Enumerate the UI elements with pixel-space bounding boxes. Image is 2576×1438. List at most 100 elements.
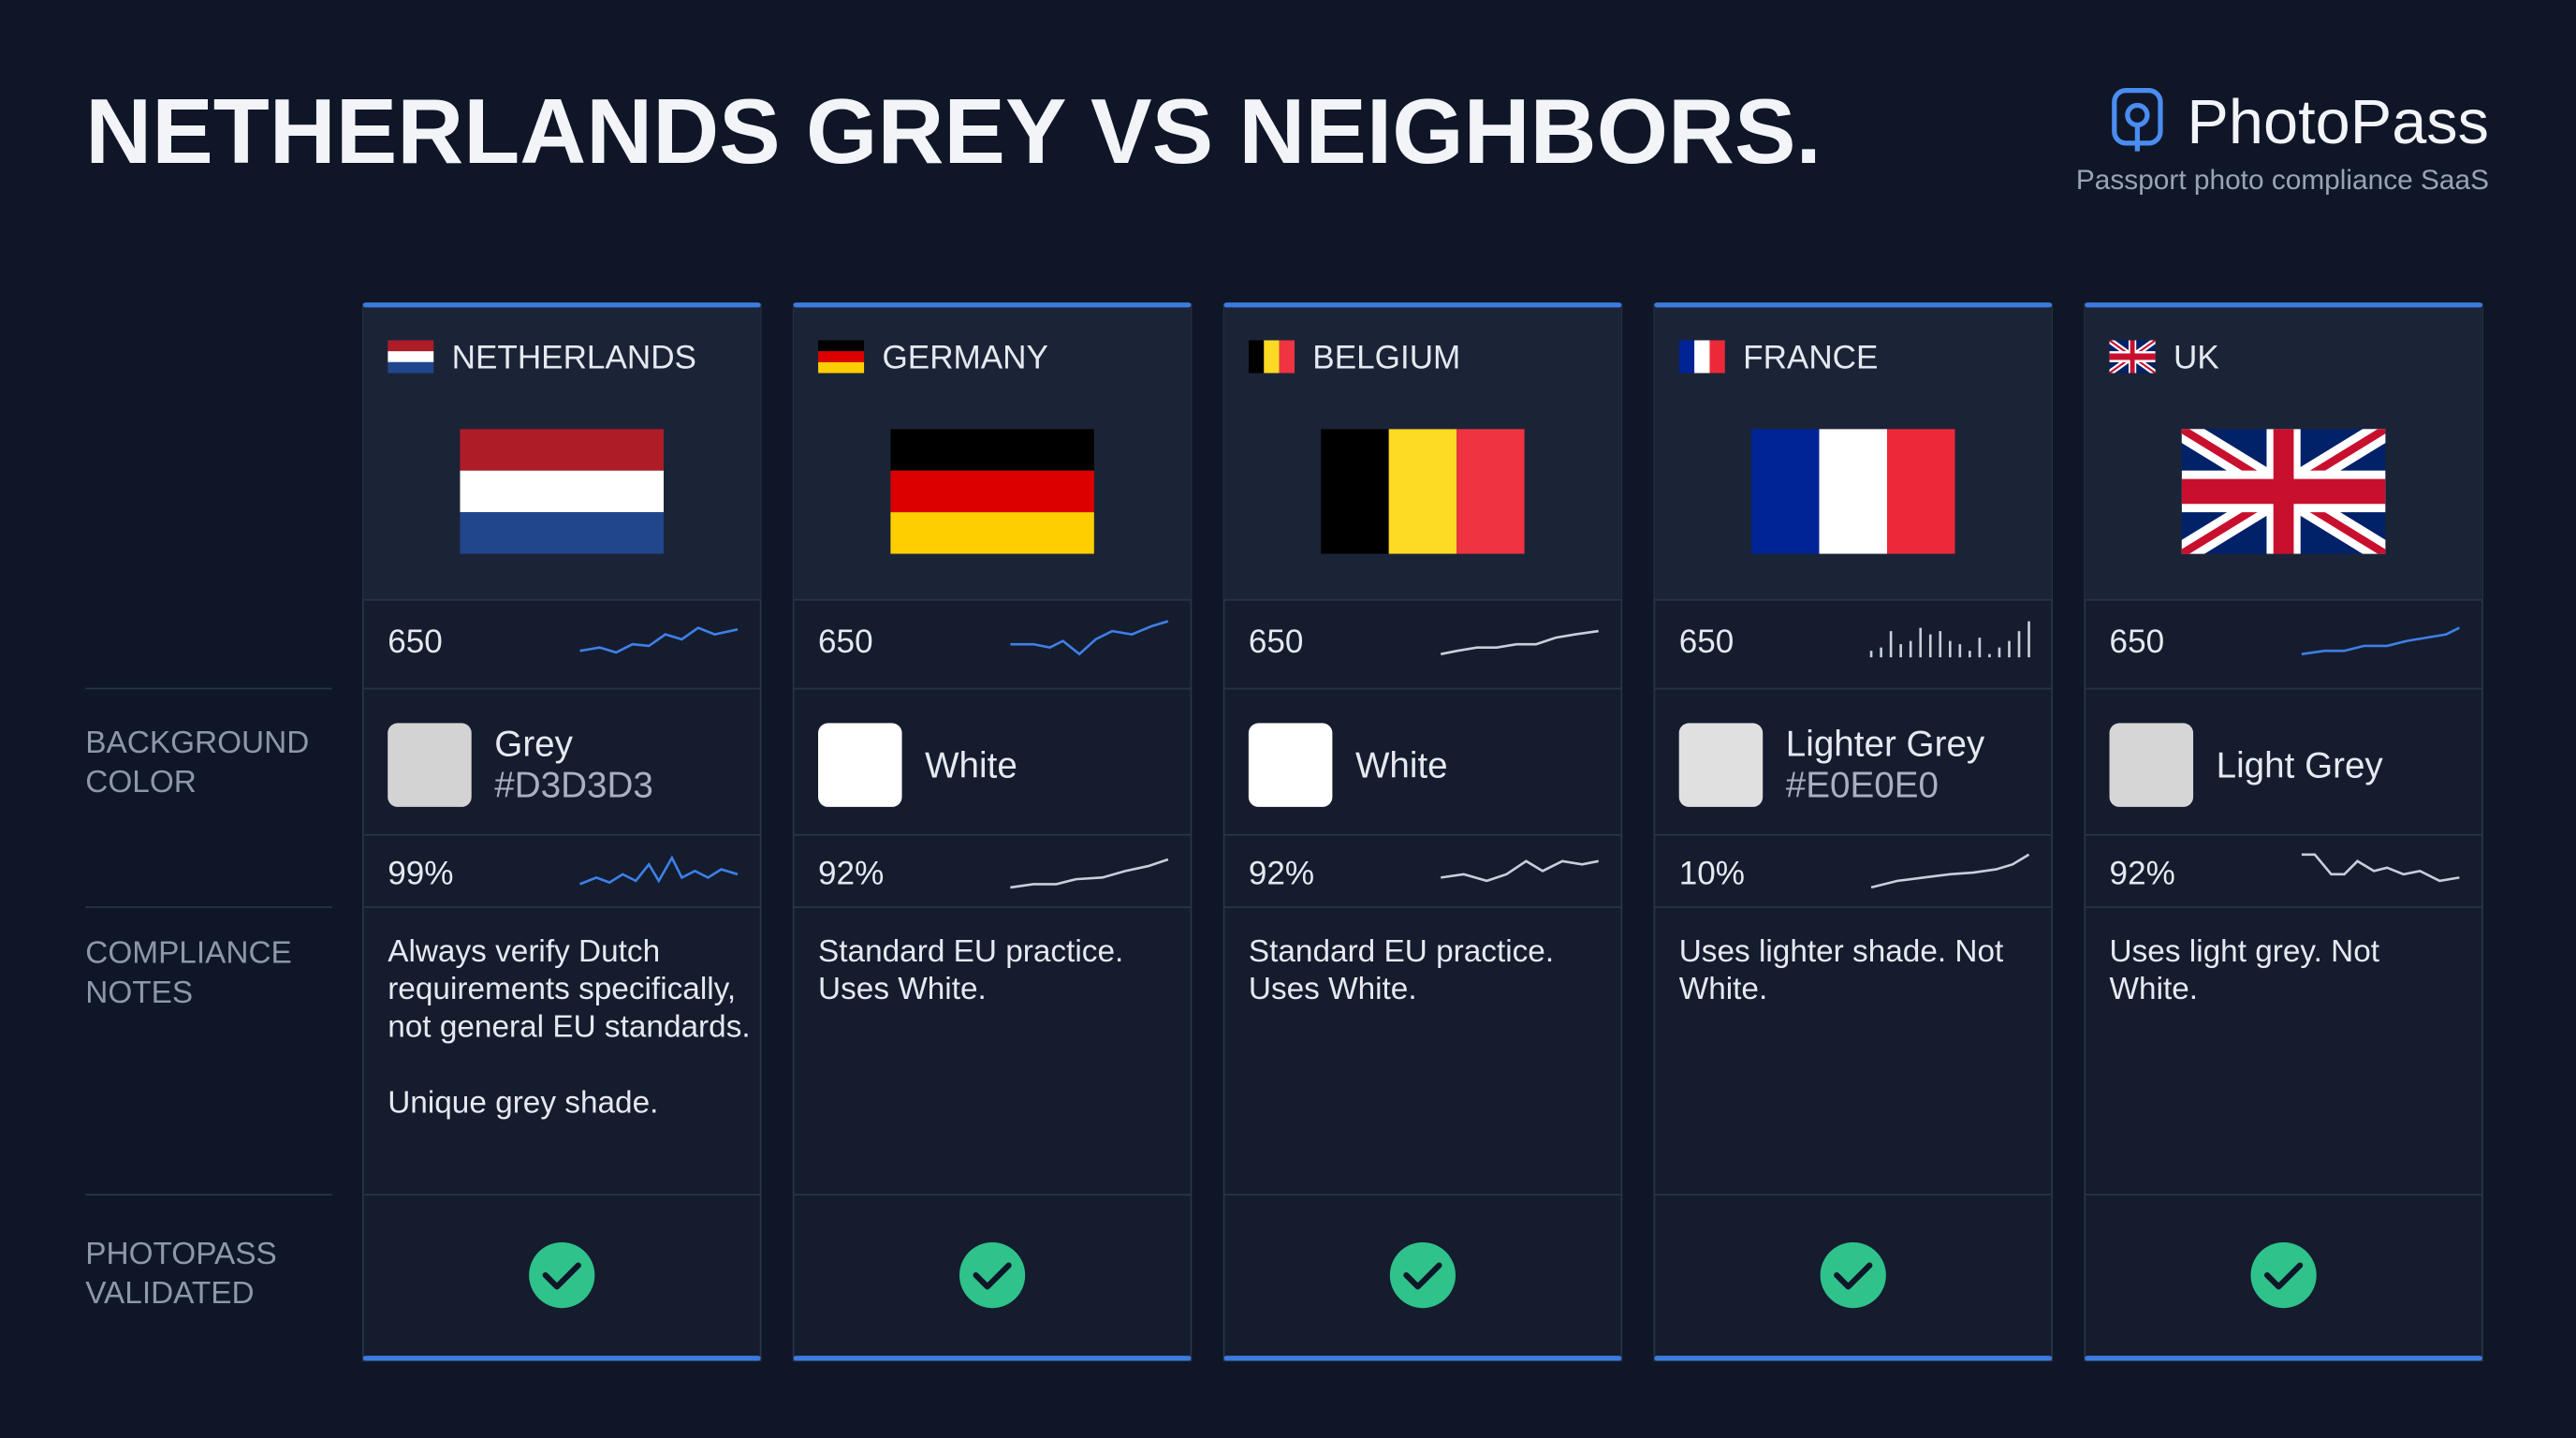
check-badge — [1389, 1242, 1456, 1309]
card-top-border — [2085, 302, 2482, 308]
row-separators — [85, 687, 332, 1196]
card-bottom-border — [362, 1356, 761, 1361]
flag-part — [1709, 340, 1725, 374]
flag-part — [388, 340, 434, 352]
swatch — [818, 723, 902, 807]
check-mark — [2263, 1262, 2304, 1290]
sparkline-line — [2301, 626, 2460, 655]
check-mark — [973, 1262, 1012, 1290]
flag-part — [1279, 340, 1295, 374]
color-hex: #D3D3D3 — [494, 765, 653, 805]
country-name: NETHERLANDS — [452, 339, 696, 375]
country-name: GERMANY — [882, 339, 1047, 375]
flag-part — [890, 429, 1094, 471]
flag — [1248, 340, 1295, 374]
notes: Standard EU practice. Uses White. — [818, 933, 1183, 1009]
row-label-box: BACKGROUND COLOR — [85, 726, 310, 800]
color-hex: #E0E0E0 — [1786, 765, 1939, 805]
sparkline — [1441, 859, 1599, 883]
flag — [1321, 429, 1525, 554]
sparkline — [579, 855, 739, 886]
sparkline — [1870, 853, 2030, 889]
brand-name: PhotoPass — [2187, 88, 2489, 157]
swatch — [2109, 723, 2194, 807]
note-paragraph: Unique grey shade. — [388, 1086, 659, 1122]
sparkline-line — [579, 855, 739, 886]
card-bottom-border — [1654, 1356, 2053, 1361]
note-paragraph: Always verify Dutch requirements specifi… — [388, 934, 751, 1046]
page-title: NETHERLANDS GREY VS NEIGHBORS. — [85, 80, 1822, 183]
flag — [1678, 340, 1725, 374]
row-label-box: COMPLIANCE NOTES — [85, 936, 292, 1011]
sparkline — [2301, 853, 2460, 883]
note-paragraph: Standard EU practice. Uses White. — [1248, 934, 1555, 1008]
flag-part — [1388, 429, 1457, 554]
sparkline-line — [1010, 620, 1169, 656]
flag-part — [890, 512, 1094, 554]
color-name: Lighter Grey — [1786, 724, 1985, 764]
percent: 92% — [818, 855, 884, 891]
sparkline-line — [1869, 621, 2030, 658]
flag-part — [1819, 429, 1888, 554]
row-label-box: PHOTOPASS VALIDATED — [85, 1238, 276, 1312]
flag-part — [388, 361, 434, 374]
percent: 10% — [1679, 855, 1745, 891]
tagline: Passport photo compliance SaaS — [2076, 165, 2489, 196]
sparkline-line — [2301, 853, 2460, 883]
flag-part — [1456, 429, 1525, 554]
row-label: COMPLIANCE NOTES — [85, 936, 292, 1011]
card-top-border — [1223, 302, 1622, 308]
percent: 92% — [1249, 855, 1314, 891]
flag-part — [388, 351, 434, 362]
color-name: White — [925, 745, 1017, 785]
flag-part — [1321, 429, 1389, 554]
card-bottom-border — [793, 1356, 1192, 1361]
note-paragraph: Uses light grey. Not White. — [2109, 934, 2380, 1008]
flag — [460, 429, 665, 554]
flag-part — [460, 429, 665, 471]
flag-part — [1694, 340, 1710, 374]
notes-box: Uses lighter shade. Not White. — [1678, 934, 2004, 1008]
color-name: White — [1355, 745, 1448, 785]
sparkline — [1869, 621, 2030, 658]
card-bottom-border — [1223, 1356, 1622, 1361]
card-top-border — [793, 302, 1192, 308]
flag-part — [818, 361, 865, 374]
check-badge — [2250, 1242, 2317, 1309]
card-top-border — [362, 302, 761, 308]
flag — [818, 340, 865, 374]
flag — [2181, 429, 2386, 554]
score: 650 — [1679, 624, 1734, 660]
swatch — [1248, 723, 1333, 807]
flag — [388, 340, 434, 374]
notes: Standard EU practice. Uses White. — [1249, 933, 1614, 1009]
sparkline-line — [1440, 629, 1599, 655]
flag-part — [2181, 429, 2386, 554]
country-name: BELGIUM — [1312, 339, 1460, 375]
flag-part — [2109, 340, 2156, 374]
flag — [2109, 340, 2156, 374]
note-paragraph: Uses lighter shade. Not White. — [1678, 934, 2004, 1008]
note-paragraph: Standard EU practice. Uses White. — [818, 934, 1124, 1008]
score: 650 — [388, 624, 443, 660]
color-name: Light Grey — [2217, 745, 2384, 785]
notes: Always verify Dutch requirements specifi… — [388, 933, 753, 1123]
flag-part — [460, 470, 665, 513]
check-badge — [529, 1242, 595, 1309]
flag-part — [1750, 429, 1820, 554]
brand-icon — [2112, 88, 2163, 152]
sparkline — [1010, 620, 1169, 656]
card-bottom-border — [2085, 1356, 2482, 1361]
check-mark — [542, 1262, 581, 1290]
check-mark — [1403, 1262, 1442, 1290]
check-badge — [1820, 1242, 1886, 1309]
flag-part — [1887, 429, 1955, 554]
flag-part — [818, 351, 865, 362]
flag — [1750, 429, 1955, 554]
flag-part — [1678, 340, 1695, 374]
country-name: UK — [2174, 339, 2219, 375]
sparkline-line — [1870, 853, 2030, 889]
row-label: BACKGROUND COLOR — [85, 726, 310, 800]
percent: 99% — [388, 855, 453, 891]
score: 650 — [2110, 624, 2165, 660]
